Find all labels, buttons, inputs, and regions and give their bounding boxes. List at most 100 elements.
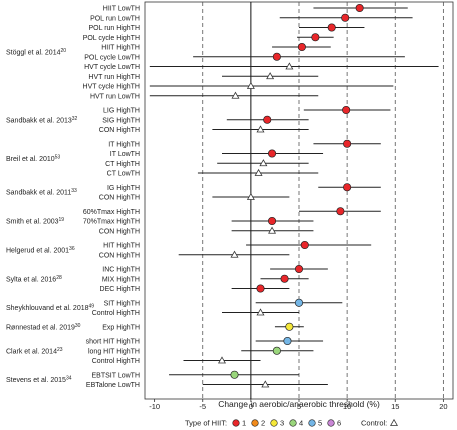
condition-label: CT LowTH	[107, 171, 140, 178]
study-reference: 49	[89, 304, 95, 310]
condition-label: Control HighTH	[92, 358, 140, 365]
condition-label: HIIT HighTH	[101, 45, 140, 52]
legend-title: Type of HIIT:	[185, 419, 227, 428]
legend-marker	[289, 419, 297, 427]
condition-label: CON HighTH	[99, 127, 140, 134]
control-marker	[246, 81, 255, 89]
legend-label: 6	[337, 419, 341, 428]
condition-label: IG HighTH	[107, 185, 140, 192]
condition-label: HIIT LowTH	[103, 6, 140, 13]
study-label: Sandbakk et al. 201133	[6, 188, 77, 197]
study-reference: 20	[61, 48, 67, 54]
study-label: Rønnestad et al. 201930	[6, 323, 81, 332]
condition-label: long HIT HighTH	[88, 348, 140, 355]
x-tick-label: 0	[249, 402, 253, 411]
grid-lines	[202, 2, 444, 399]
hiit-marker	[285, 322, 294, 331]
condition-label: POL run HighTH	[89, 25, 140, 32]
control-marker	[256, 125, 265, 133]
hiit-marker	[272, 52, 281, 61]
study-reference: 28	[56, 275, 62, 281]
legend-control-marker	[390, 418, 398, 426]
study-label: Smith et al. 200319	[6, 217, 64, 226]
study-reference: 23	[57, 347, 63, 353]
hiit-marker	[343, 183, 352, 192]
hiit-marker	[311, 33, 320, 42]
row-labels: HIIT LowTH POL run LowTH POL run HighTH POL…	[6, 6, 140, 390]
control-marker	[285, 62, 294, 70]
condition-label: INC HighTH	[102, 267, 140, 274]
hiit-marker	[256, 284, 265, 293]
x-axis: -10 -5 0 5 10 15 20	[149, 399, 448, 411]
control-marker	[218, 356, 226, 364]
condition-label: LIG HighTH	[103, 108, 140, 115]
condition-label: EBTSIT LowTH	[92, 372, 141, 379]
condition-label: CT HighTH	[105, 161, 140, 168]
condition-label: POL cycle HighTH	[83, 35, 140, 42]
hiit-marker	[336, 207, 345, 216]
hiit-marker	[280, 274, 289, 283]
study-label: Stevens et al. 201534	[6, 376, 72, 385]
condition-label: HVT run HighTH	[88, 74, 140, 81]
study-reference: 32	[72, 116, 78, 122]
condition-label: EBTalone LowTH	[86, 382, 140, 389]
x-tick-label: -5	[199, 402, 206, 411]
hiit-marker	[297, 42, 306, 52]
control-marker	[256, 308, 265, 316]
study-reference: 33	[71, 188, 77, 194]
study-name: Sylta et al. 2016	[6, 276, 56, 283]
legend-label: 5	[318, 419, 322, 428]
hiit-marker	[294, 298, 304, 307]
study-name: Clark et al. 2014	[6, 348, 57, 355]
study-label: Sheykhlouvand et al. 201849	[6, 304, 94, 313]
condition-label: CON HighTH	[99, 228, 140, 235]
control-marker	[254, 168, 263, 176]
study-name: Smith et al. 2003	[6, 219, 59, 226]
study-name: Stöggl et al. 2014	[6, 49, 61, 56]
legend-marker	[251, 419, 259, 427]
condition-label: POL cycle LowTH	[84, 54, 140, 61]
hiit-marker	[230, 370, 239, 379]
hiit-marker	[343, 139, 352, 148]
study-reference: 34	[66, 376, 72, 382]
study-reference: 19	[59, 217, 65, 223]
study-label: Sylta et al. 201628	[6, 275, 62, 284]
study-reference: 30	[75, 323, 81, 329]
control-marker	[230, 250, 239, 258]
x-tick-label: 5	[297, 402, 301, 411]
x-axis-title: Change in aerobic/anaerobic threshold (%…	[218, 399, 380, 409]
legend-marker	[270, 419, 278, 427]
hiit-marker	[342, 105, 351, 115]
condition-label: 60%Tmax HighTH	[83, 209, 140, 216]
condition-label: HVT cycle HighTH	[83, 84, 140, 91]
condition-label: HVT cycle LowTH	[84, 64, 140, 71]
hiit-marker	[327, 23, 336, 32]
control-marker	[246, 192, 255, 200]
condition-label: SIT HighTH	[104, 300, 140, 307]
hiit-marker	[267, 216, 277, 226]
x-tick-label: 20	[439, 402, 447, 411]
hiit-marker	[272, 346, 281, 355]
condition-label: MIX HighTH	[102, 276, 140, 283]
x-tick-label: -10	[149, 402, 160, 411]
study-name: Stevens et al. 2015	[6, 377, 66, 384]
condition-label: HVT run LowTH	[90, 93, 140, 100]
condition-label: short HIT HighTH	[86, 339, 140, 346]
condition-label: CON HighTH	[99, 195, 140, 202]
study-name: Helgerud et al. 2001	[6, 247, 69, 254]
legend-marker	[232, 419, 240, 427]
hiit-marker	[300, 240, 309, 250]
study-label: Clark et al. 201423	[6, 347, 63, 356]
x-tick-label: 15	[391, 402, 399, 411]
control-marker	[268, 226, 277, 234]
study-name: Breil et al. 2010	[6, 156, 55, 163]
legend-control-label: Control:	[361, 419, 387, 428]
legend-marker	[327, 419, 335, 427]
legend-marker	[308, 419, 316, 427]
study-label: Breil et al. 201053	[6, 154, 60, 163]
control-marker	[259, 159, 268, 167]
data-rows	[149, 3, 439, 388]
control-marker	[231, 91, 240, 99]
study-name: Sandbakk et al. 2013	[6, 117, 72, 124]
